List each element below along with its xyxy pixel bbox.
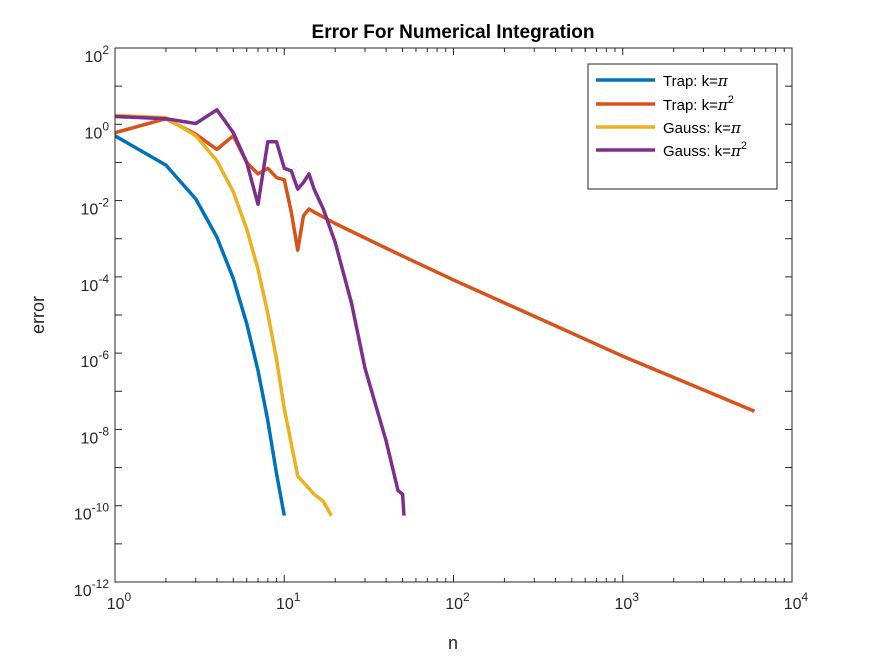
series-line-4	[115, 108, 406, 516]
y-tick-label: 10-12	[74, 577, 109, 600]
y-tick-label: 102	[85, 43, 110, 66]
legend: Trap: k=π Trap: k=π2 Gauss: k=π Gauss: k=π2	[587, 63, 778, 190]
x-tick-label: 103	[615, 590, 640, 613]
chart-title: Error For Numerical Integration	[312, 22, 595, 43]
x-axis-label: n	[448, 633, 458, 653]
y-axis-label: error	[28, 296, 48, 334]
series-line-1	[115, 134, 287, 516]
legend-label-2: Trap: k=π2	[663, 94, 734, 114]
y-tick-label: 10-10	[74, 501, 109, 524]
y-tick-label: 10-4	[81, 272, 110, 295]
legend-label-1: Trap: k=π	[663, 72, 729, 90]
legend-label-3: Gauss: k=π	[663, 119, 742, 137]
x-tick-label: 104	[784, 590, 809, 613]
legend-label-4: Gauss: k=π2	[663, 140, 747, 160]
x-tick-label: 100	[107, 590, 132, 613]
series-layer	[115, 108, 756, 517]
y-tick-labels: 10-12 10-10 10-8 10-6 10-4 10-2 100 102	[74, 43, 109, 600]
y-tick-label: 100	[85, 119, 110, 142]
series-line-3	[115, 113, 333, 517]
y-tick-label: 10-2	[81, 196, 110, 219]
series-line-2	[115, 116, 756, 413]
y-tick-label: 10-8	[81, 424, 110, 447]
axes-box	[114, 47, 793, 583]
x-tick-label: 102	[445, 590, 470, 613]
x-tick-label: 101	[276, 590, 301, 613]
x-tick-labels: 100 101 102 103 104	[107, 590, 809, 613]
y-tick-label: 10-6	[81, 348, 110, 371]
